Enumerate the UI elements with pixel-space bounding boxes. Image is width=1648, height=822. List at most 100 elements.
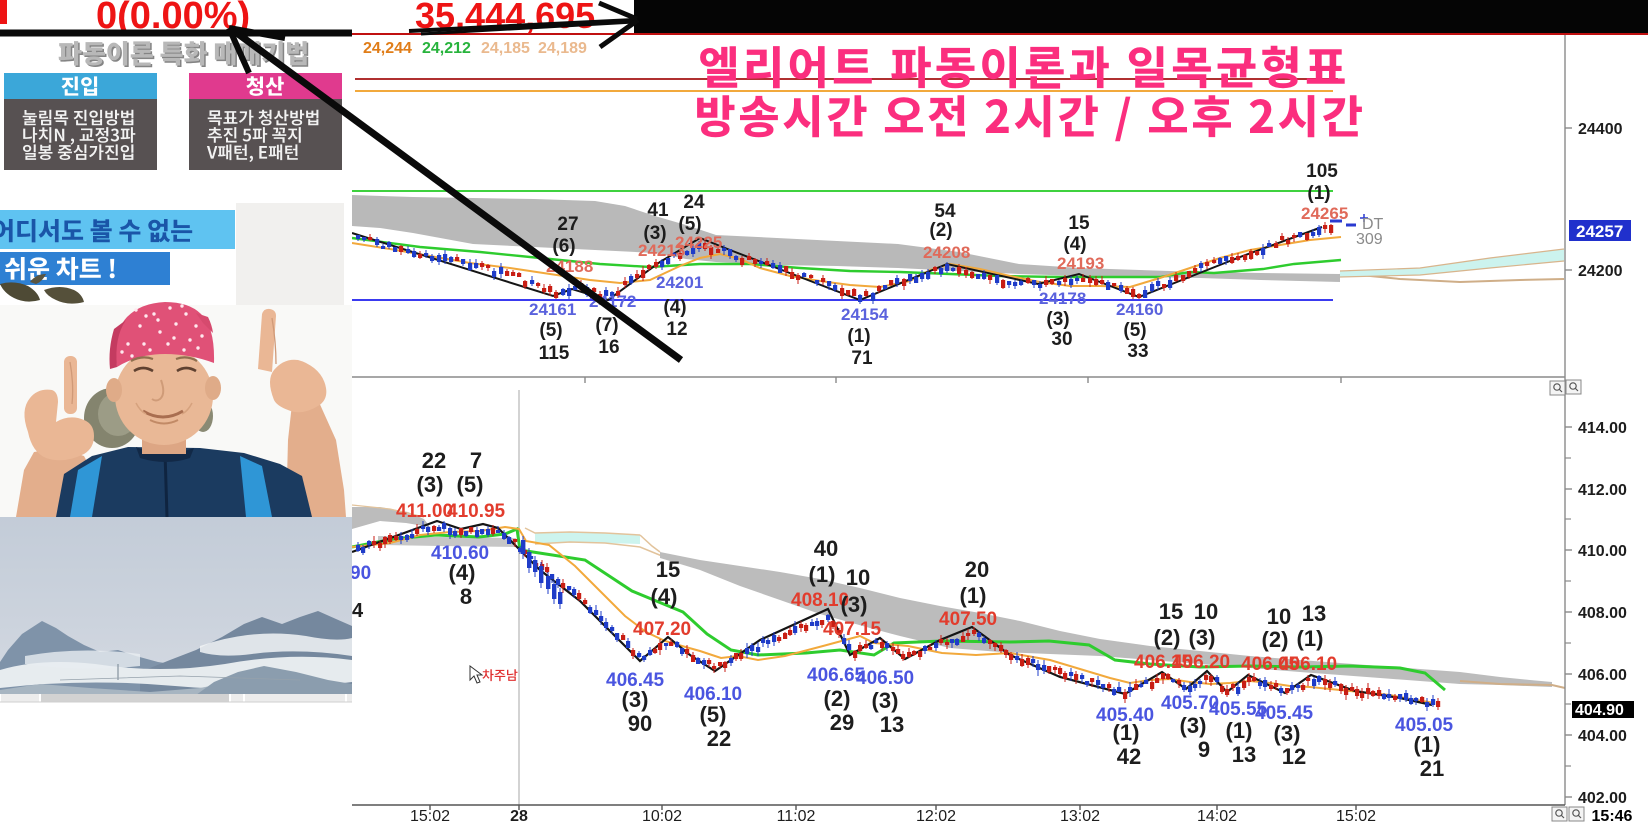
svg-text:(3): (3) (841, 592, 868, 617)
svg-text:22: 22 (707, 726, 731, 751)
svg-text:10: 10 (846, 565, 870, 590)
svg-text:(1): (1) (809, 562, 836, 587)
svg-text:(3): (3) (1274, 721, 1301, 746)
svg-text:(3): (3) (1046, 309, 1069, 330)
svg-text:24,185: 24,185 (481, 40, 530, 57)
svg-text:15:02: 15:02 (410, 808, 450, 822)
svg-text:410.95: 410.95 (447, 501, 506, 522)
svg-text:(1): (1) (1414, 732, 1441, 757)
svg-text:16: 16 (598, 337, 619, 358)
svg-text:24200: 24200 (1578, 263, 1623, 280)
svg-text:(3): (3) (1180, 713, 1207, 738)
svg-text:406.00: 406.00 (1578, 667, 1627, 684)
svg-text:41: 41 (647, 200, 669, 221)
svg-text:54: 54 (934, 201, 956, 222)
svg-text:410.60: 410.60 (431, 543, 489, 564)
svg-text:115: 115 (539, 343, 570, 364)
svg-text:(7): (7) (595, 315, 618, 336)
svg-text:407.50: 407.50 (939, 609, 997, 630)
svg-text:24208: 24208 (923, 243, 970, 262)
svg-text:90: 90 (350, 563, 371, 584)
svg-text:22: 22 (422, 448, 446, 473)
svg-text:21: 21 (1420, 756, 1444, 781)
svg-text:24161: 24161 (529, 300, 576, 319)
svg-text:411.00: 411.00 (396, 501, 453, 522)
svg-text:9: 9 (1198, 737, 1210, 762)
svg-text:71: 71 (851, 348, 873, 369)
svg-text:(1): (1) (847, 326, 870, 347)
svg-text:(3): (3) (872, 688, 899, 713)
svg-text:406.10: 406.10 (1279, 654, 1337, 675)
svg-text:407.20: 407.20 (633, 619, 691, 640)
svg-text:(3): (3) (643, 223, 666, 244)
svg-text:(1): (1) (1113, 720, 1140, 745)
svg-text:(3): (3) (417, 472, 444, 497)
svg-text:24213: 24213 (638, 241, 685, 260)
svg-text:24160: 24160 (1116, 300, 1163, 319)
svg-text:405.40: 405.40 (1096, 705, 1154, 726)
svg-text:406.50: 406.50 (856, 668, 914, 689)
svg-text:24,189: 24,189 (538, 40, 587, 57)
svg-text:13: 13 (1232, 742, 1256, 767)
svg-text:10:02: 10:02 (642, 808, 682, 822)
svg-text:(1): (1) (1226, 718, 1253, 743)
svg-text:10: 10 (1267, 604, 1291, 629)
svg-text:(5): (5) (700, 702, 727, 727)
svg-text:15:46: 15:46 (1592, 808, 1633, 822)
svg-text:(2): (2) (824, 686, 851, 711)
svg-text:27: 27 (557, 214, 578, 235)
svg-text:(3): (3) (1189, 625, 1216, 650)
svg-text:13: 13 (1302, 601, 1326, 626)
svg-text:(5): (5) (1123, 320, 1146, 341)
svg-text:14:02: 14:02 (1197, 808, 1237, 822)
svg-text:(1): (1) (960, 583, 987, 608)
svg-text:(5): (5) (457, 472, 484, 497)
svg-text:406.20: 406.20 (1172, 652, 1230, 673)
svg-text:405.70: 405.70 (1161, 693, 1219, 714)
svg-text:(2): (2) (929, 220, 952, 241)
svg-text:24257: 24257 (1576, 222, 1623, 241)
svg-text:33: 33 (1127, 341, 1148, 362)
svg-text:412.00: 412.00 (1578, 482, 1627, 499)
svg-text:DT: DT (1362, 216, 1384, 233)
svg-text:406.15: 406.15 (1134, 652, 1193, 673)
svg-text:8: 8 (460, 584, 472, 609)
svg-text:(3): (3) (622, 687, 649, 712)
svg-text:15: 15 (656, 557, 680, 582)
svg-text:(1): (1) (1307, 183, 1330, 204)
svg-text:(5): (5) (539, 320, 562, 341)
svg-text:(4): (4) (449, 560, 476, 585)
svg-text:(6): (6) (552, 236, 575, 257)
svg-text:15: 15 (1068, 213, 1090, 234)
svg-text:406.10: 406.10 (684, 684, 742, 705)
svg-text:407.15: 407.15 (823, 619, 882, 640)
svg-text:42: 42 (1117, 744, 1141, 769)
svg-text:408.00: 408.00 (1578, 605, 1627, 622)
svg-text:(2): (2) (1154, 625, 1181, 650)
svg-text:404.90: 404.90 (1575, 702, 1624, 719)
svg-text:410.00: 410.00 (1578, 543, 1627, 560)
svg-text:105: 105 (1306, 161, 1338, 182)
svg-text:406.65: 406.65 (807, 665, 866, 686)
svg-text:12: 12 (1282, 744, 1306, 769)
svg-text:404.00: 404.00 (1578, 728, 1627, 745)
svg-text:(5): (5) (678, 214, 701, 235)
svg-text:7: 7 (470, 448, 482, 473)
svg-text:4: 4 (352, 600, 364, 622)
svg-text:(1): (1) (1297, 626, 1324, 651)
svg-text:24154: 24154 (841, 305, 889, 324)
svg-text:(2): (2) (1262, 627, 1289, 652)
svg-text:24193: 24193 (1057, 254, 1104, 273)
svg-text:309: 309 (1356, 231, 1383, 248)
svg-text:405.45: 405.45 (1255, 703, 1314, 724)
svg-text:414.00: 414.00 (1578, 420, 1627, 437)
svg-text:406.45: 406.45 (606, 670, 665, 691)
svg-text:405.05: 405.05 (1395, 715, 1454, 736)
svg-text:24225: 24225 (675, 233, 722, 252)
svg-text:406.05: 406.05 (1241, 654, 1300, 675)
svg-text:29: 29 (830, 710, 854, 735)
svg-text:15: 15 (1159, 599, 1183, 624)
svg-text:28: 28 (510, 808, 528, 822)
svg-text:20: 20 (965, 557, 989, 582)
svg-text:402.00: 402.00 (1578, 790, 1627, 807)
